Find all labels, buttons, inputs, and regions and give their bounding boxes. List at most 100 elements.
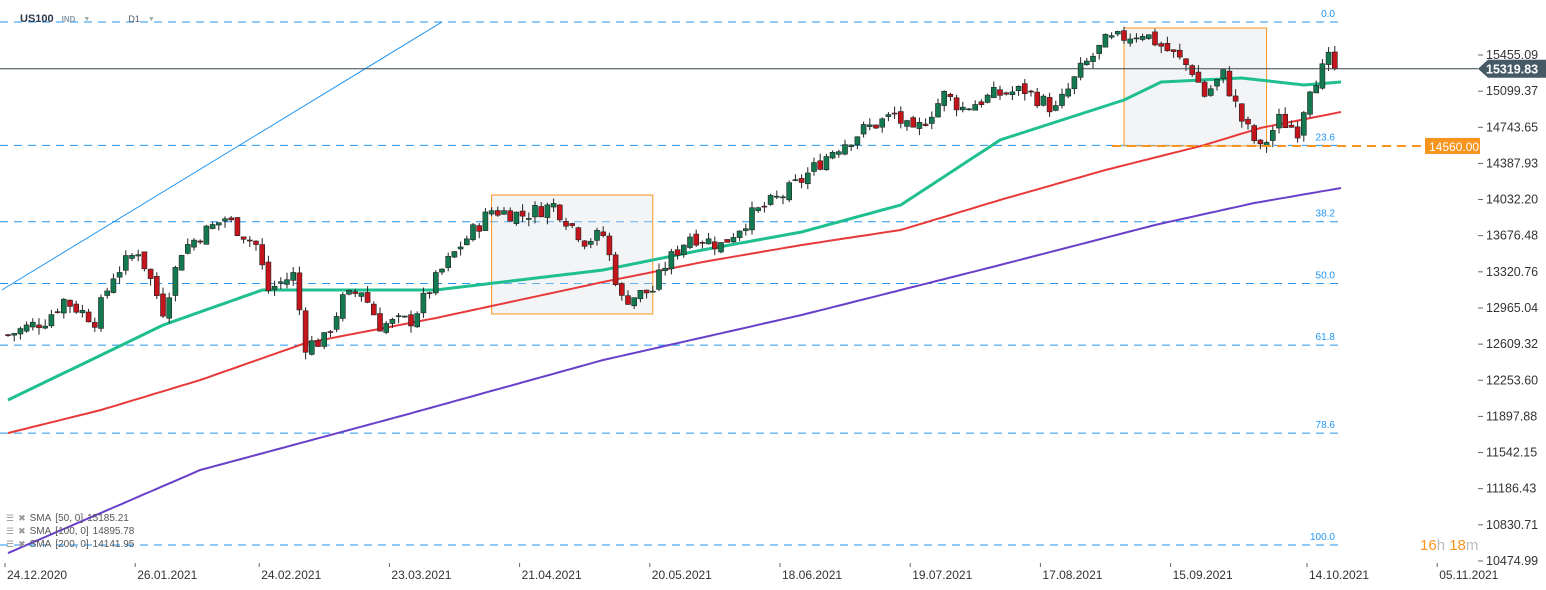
date-axis-label: 14.10.2021 — [1309, 568, 1369, 582]
candle — [1115, 31, 1121, 35]
candle — [767, 195, 774, 205]
candle — [891, 112, 898, 115]
candle — [308, 340, 315, 355]
price-axis-label: 12253.60 — [1486, 373, 1538, 387]
candle — [873, 124, 879, 129]
candle — [631, 297, 638, 307]
settings-icon[interactable]: ☰ — [6, 526, 15, 536]
candle — [581, 240, 588, 247]
candle — [835, 151, 842, 155]
candle — [296, 272, 303, 311]
candle — [1077, 62, 1084, 78]
date-axis-label: 24.02.2021 — [261, 568, 321, 582]
candle — [513, 211, 520, 224]
price-axis-label: 10830.71 — [1486, 518, 1538, 532]
close-icon[interactable]: ✖ — [18, 539, 26, 549]
settings-icon[interactable]: ☰ — [6, 539, 15, 549]
legend-label: SMA — [29, 513, 52, 524]
candle — [1065, 88, 1071, 97]
candle — [866, 124, 873, 127]
type-dropdown-icon[interactable]: ▼ — [83, 15, 91, 23]
candle — [1201, 81, 1208, 97]
candle — [5, 334, 11, 336]
candle — [1139, 36, 1146, 40]
candle — [1257, 139, 1264, 145]
candle — [209, 224, 216, 229]
candle — [674, 249, 681, 256]
candle-countdown: 16h 18m — [1420, 537, 1478, 554]
candle — [1239, 103, 1245, 122]
close-icon[interactable]: ✖ — [18, 513, 26, 523]
chart-header: US100 IND ▼ D1 ▼ — [20, 13, 155, 25]
candle — [501, 210, 507, 215]
candle — [885, 114, 892, 117]
fib-level-label: 23.6 — [1316, 132, 1336, 143]
candle — [587, 241, 594, 245]
candle — [253, 240, 259, 245]
candle — [842, 144, 848, 155]
candle — [1276, 114, 1282, 129]
candle — [1084, 60, 1090, 65]
candle — [1319, 63, 1326, 89]
candle — [463, 238, 470, 246]
date-axis-label: 05.11.2021 — [1439, 568, 1498, 582]
candle — [749, 207, 755, 231]
candle — [848, 144, 855, 147]
close-icon[interactable]: ✖ — [18, 526, 26, 536]
candle — [1009, 91, 1016, 96]
date-axis-label: 26.01.2021 — [137, 568, 197, 582]
candle — [997, 89, 1003, 96]
price-level-label: 14560.00 — [1429, 140, 1479, 154]
candle — [172, 267, 179, 296]
candle — [54, 311, 61, 313]
candle — [364, 292, 371, 303]
date-axis-label: 23.03.2021 — [391, 568, 451, 582]
timeframe-label[interactable]: D1 — [128, 14, 140, 24]
candle — [408, 314, 414, 327]
candle — [11, 333, 17, 336]
timeframe-dropdown-icon[interactable]: ▼ — [147, 15, 155, 23]
candle — [1040, 95, 1047, 106]
candle — [953, 97, 960, 111]
highlight-box[interactable] — [1123, 27, 1268, 147]
candle — [1270, 130, 1276, 141]
instrument-type: IND — [61, 14, 76, 24]
price-axis-label: 13676.48 — [1486, 229, 1538, 243]
candle — [432, 272, 439, 294]
candle — [1164, 42, 1171, 52]
legend-label: SMA — [29, 539, 52, 550]
date-axis-label: 20.05.2021 — [652, 568, 712, 582]
candle — [507, 210, 514, 222]
candle — [377, 313, 383, 332]
candle — [451, 251, 458, 258]
symbol-label[interactable]: US100 — [20, 13, 54, 25]
candle — [854, 136, 861, 146]
trendline[interactable] — [1, 21, 443, 291]
candle — [1046, 97, 1053, 113]
candle — [668, 251, 675, 270]
candle — [358, 292, 365, 297]
candle — [395, 315, 402, 318]
candle — [216, 222, 222, 226]
candle — [600, 231, 607, 236]
candle — [85, 311, 92, 323]
price-axis-label: 15455.09 — [1486, 48, 1538, 62]
candle — [302, 310, 309, 353]
candle — [693, 233, 700, 246]
candle — [1071, 76, 1078, 90]
legend-label: SMA — [29, 526, 52, 537]
price-axis-label: 11897.88 — [1486, 409, 1537, 423]
candle — [1133, 37, 1140, 40]
candle — [705, 238, 712, 245]
candle — [780, 196, 786, 199]
candle — [1090, 55, 1096, 62]
candle — [1170, 49, 1177, 52]
settings-icon[interactable]: ☰ — [6, 513, 15, 523]
candle — [1325, 51, 1332, 65]
price-level-badge[interactable] — [1425, 137, 1480, 154]
candle — [185, 244, 191, 254]
candle — [569, 223, 576, 226]
candle — [538, 206, 545, 218]
candle — [166, 297, 172, 319]
